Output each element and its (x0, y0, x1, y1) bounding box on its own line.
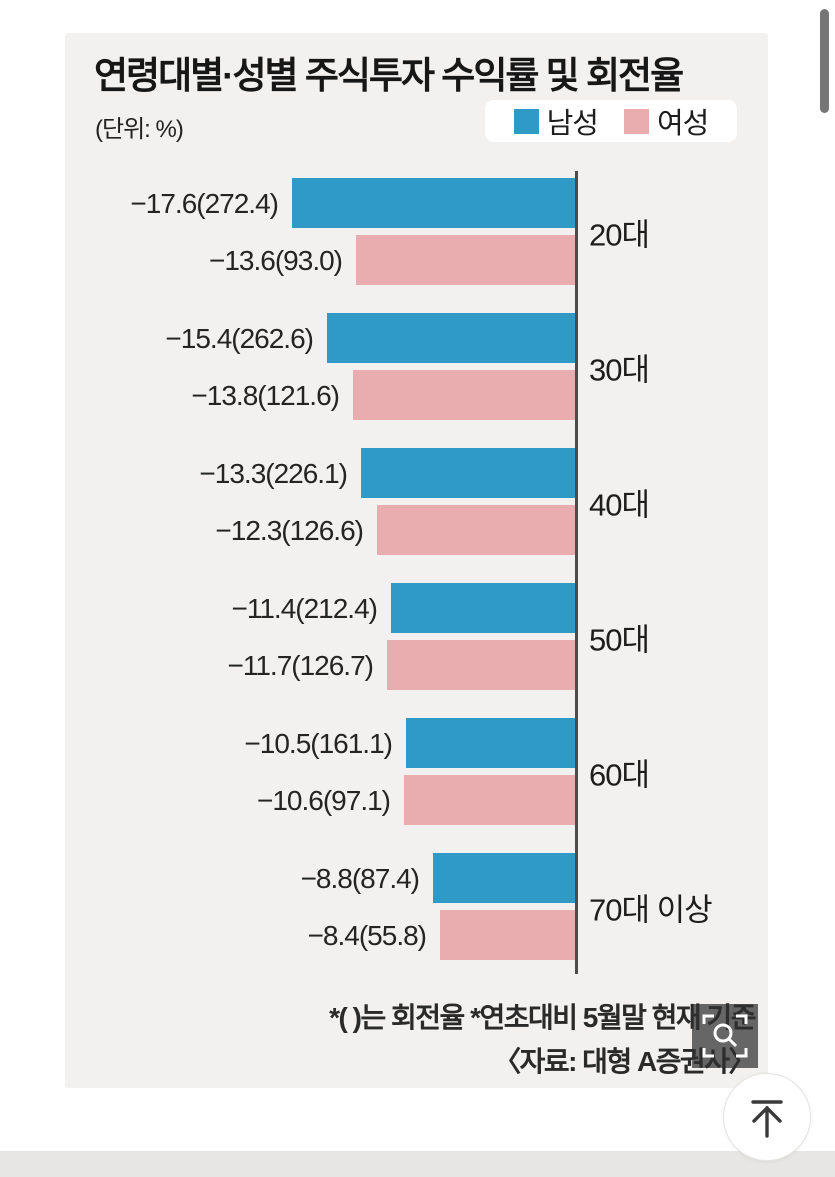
female-bar-row: −12.3(126.6) (65, 505, 575, 555)
female-color-swatch (624, 108, 649, 134)
bar-groups: −17.6(272.4) −13.6(93.0) 20대 −15.4(262.6) −1… (65, 178, 768, 960)
female-value-label: −8.4(55.8) (307, 920, 427, 951)
arrow-up-to-top-icon (751, 1100, 783, 1138)
male-bar (327, 313, 575, 363)
male-bar-row: −8.8(87.4) (65, 853, 575, 903)
female-bar (356, 235, 575, 285)
bottom-strip (0, 1151, 835, 1177)
male-value-label: −8.8(87.4) (300, 863, 420, 894)
footnote-note: *( )는 회전율 *연초대비 5월말 현재 기준 (329, 1002, 756, 1033)
male-value-label: −13.3(226.1) (199, 458, 348, 489)
male-bar-row: −15.4(262.6) (65, 313, 575, 363)
female-bar-row: −13.8(121.6) (65, 370, 575, 420)
male-value-label: −10.5(161.1) (244, 728, 393, 759)
female-bar (353, 370, 575, 420)
category-label: 20대 (589, 217, 650, 253)
scroll-to-top-button[interactable] (723, 1073, 811, 1161)
category-label: 70대 이상 (589, 892, 713, 928)
male-value-label: −15.4(262.6) (165, 323, 314, 354)
female-value-label: −10.6(97.1) (257, 785, 391, 816)
unit-label: (단위: %) (95, 116, 184, 143)
bar-group: −13.3(226.1) −12.3(126.6) 40대 (65, 448, 768, 555)
category-label: 60대 (589, 757, 650, 793)
female-bar (377, 505, 575, 555)
bar-group: −10.5(161.1) −10.6(97.1) 60대 (65, 718, 768, 825)
male-bar-row: −11.4(212.4) (65, 583, 575, 633)
female-value-label: −13.8(121.6) (191, 380, 340, 411)
female-bar-row: −13.6(93.0) (65, 235, 575, 285)
female-value-label: −13.6(93.0) (209, 245, 343, 276)
bar-chart: −17.6(272.4) −13.6(93.0) 20대 −15.4(262.6) −1… (65, 171, 768, 974)
female-bar (404, 775, 575, 825)
bar-group: −17.6(272.4) −13.6(93.0) 20대 (65, 178, 768, 285)
male-color-swatch (513, 108, 539, 134)
female-bar-row: −10.6(97.1) (65, 775, 575, 825)
legend-item-male: 남성 (513, 100, 599, 142)
magnifier-icon (702, 1014, 748, 1058)
female-value-label: −12.3(126.6) (215, 515, 364, 546)
bar-group: −8.8(87.4) −8.4(55.8) 70대 이상 (65, 853, 768, 960)
zoom-button[interactable] (692, 1004, 758, 1068)
female-bar-row: −8.4(55.8) (65, 910, 575, 960)
legend-label-male: 남성 (546, 108, 599, 140)
legend-item-female: 여성 (624, 100, 709, 142)
male-bar (391, 583, 575, 633)
male-bar (361, 448, 575, 498)
category-label: 50대 (589, 622, 650, 658)
baseline-axis (575, 171, 578, 974)
male-bar-row: −13.3(226.1) (65, 448, 575, 498)
female-bar-row: −11.7(126.7) (65, 640, 575, 690)
category-label: 30대 (589, 352, 650, 388)
legend-label-female: 여성 (657, 108, 709, 140)
male-bar (433, 853, 575, 903)
page-title: 연령대별·성별 주식투자 수익률 및 회전율 (94, 55, 684, 96)
female-value-label: −11.7(126.7) (227, 650, 374, 681)
female-bar (440, 910, 575, 960)
male-bar (292, 178, 575, 228)
male-bar (406, 718, 575, 768)
male-value-label: −11.4(212.4) (231, 593, 378, 624)
bar-group: −11.4(212.4) −11.7(126.7) 50대 (65, 583, 768, 690)
male-value-label: −17.6(272.4) (130, 188, 279, 219)
chart-card: 연령대별·성별 주식투자 수익률 및 회전율 (단위: %) 남성 여성 −17… (65, 33, 768, 1088)
legend: 남성 여성 (485, 100, 737, 142)
male-bar-row: −10.5(161.1) (65, 718, 575, 768)
female-bar (387, 640, 575, 690)
bar-group: −15.4(262.6) −13.8(121.6) 30대 (65, 313, 768, 420)
scrollbar-thumb[interactable] (820, 9, 829, 113)
male-bar-row: −17.6(272.4) (65, 178, 575, 228)
category-label: 40대 (589, 487, 650, 523)
